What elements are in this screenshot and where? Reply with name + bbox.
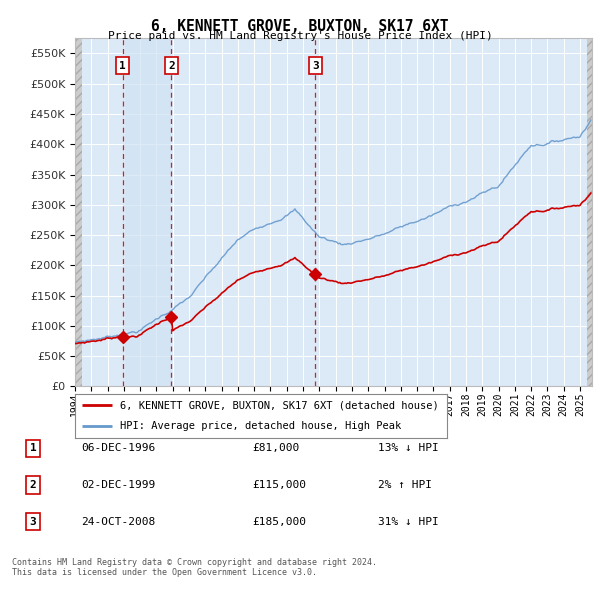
Text: Contains HM Land Registry data © Crown copyright and database right 2024.
This d: Contains HM Land Registry data © Crown c… [12, 558, 377, 577]
Text: 1: 1 [29, 444, 37, 453]
Text: 06-DEC-1996: 06-DEC-1996 [81, 444, 155, 453]
Text: 2: 2 [168, 61, 175, 71]
Text: 1: 1 [119, 61, 126, 71]
Text: £185,000: £185,000 [252, 517, 306, 526]
Text: 3: 3 [29, 517, 37, 526]
Text: 13% ↓ HPI: 13% ↓ HPI [378, 444, 439, 453]
Text: 6, KENNETT GROVE, BUXTON, SK17 6XT: 6, KENNETT GROVE, BUXTON, SK17 6XT [151, 19, 449, 34]
Text: 02-DEC-1999: 02-DEC-1999 [81, 480, 155, 490]
Text: 6, KENNETT GROVE, BUXTON, SK17 6XT (detached house): 6, KENNETT GROVE, BUXTON, SK17 6XT (deta… [119, 401, 439, 411]
Text: 24-OCT-2008: 24-OCT-2008 [81, 517, 155, 526]
Text: 2% ↑ HPI: 2% ↑ HPI [378, 480, 432, 490]
Text: 2: 2 [29, 480, 37, 490]
Bar [122, 38, 172, 386]
Bar [75, 38, 82, 386]
Text: Price paid vs. HM Land Registry's House Price Index (HPI): Price paid vs. HM Land Registry's House … [107, 31, 493, 41]
Text: HPI: Average price, detached house, High Peak: HPI: Average price, detached house, High… [119, 421, 401, 431]
Text: 31% ↓ HPI: 31% ↓ HPI [378, 517, 439, 526]
Bar [587, 38, 595, 386]
Text: £81,000: £81,000 [252, 444, 299, 453]
Text: £115,000: £115,000 [252, 480, 306, 490]
Text: 3: 3 [312, 61, 319, 71]
